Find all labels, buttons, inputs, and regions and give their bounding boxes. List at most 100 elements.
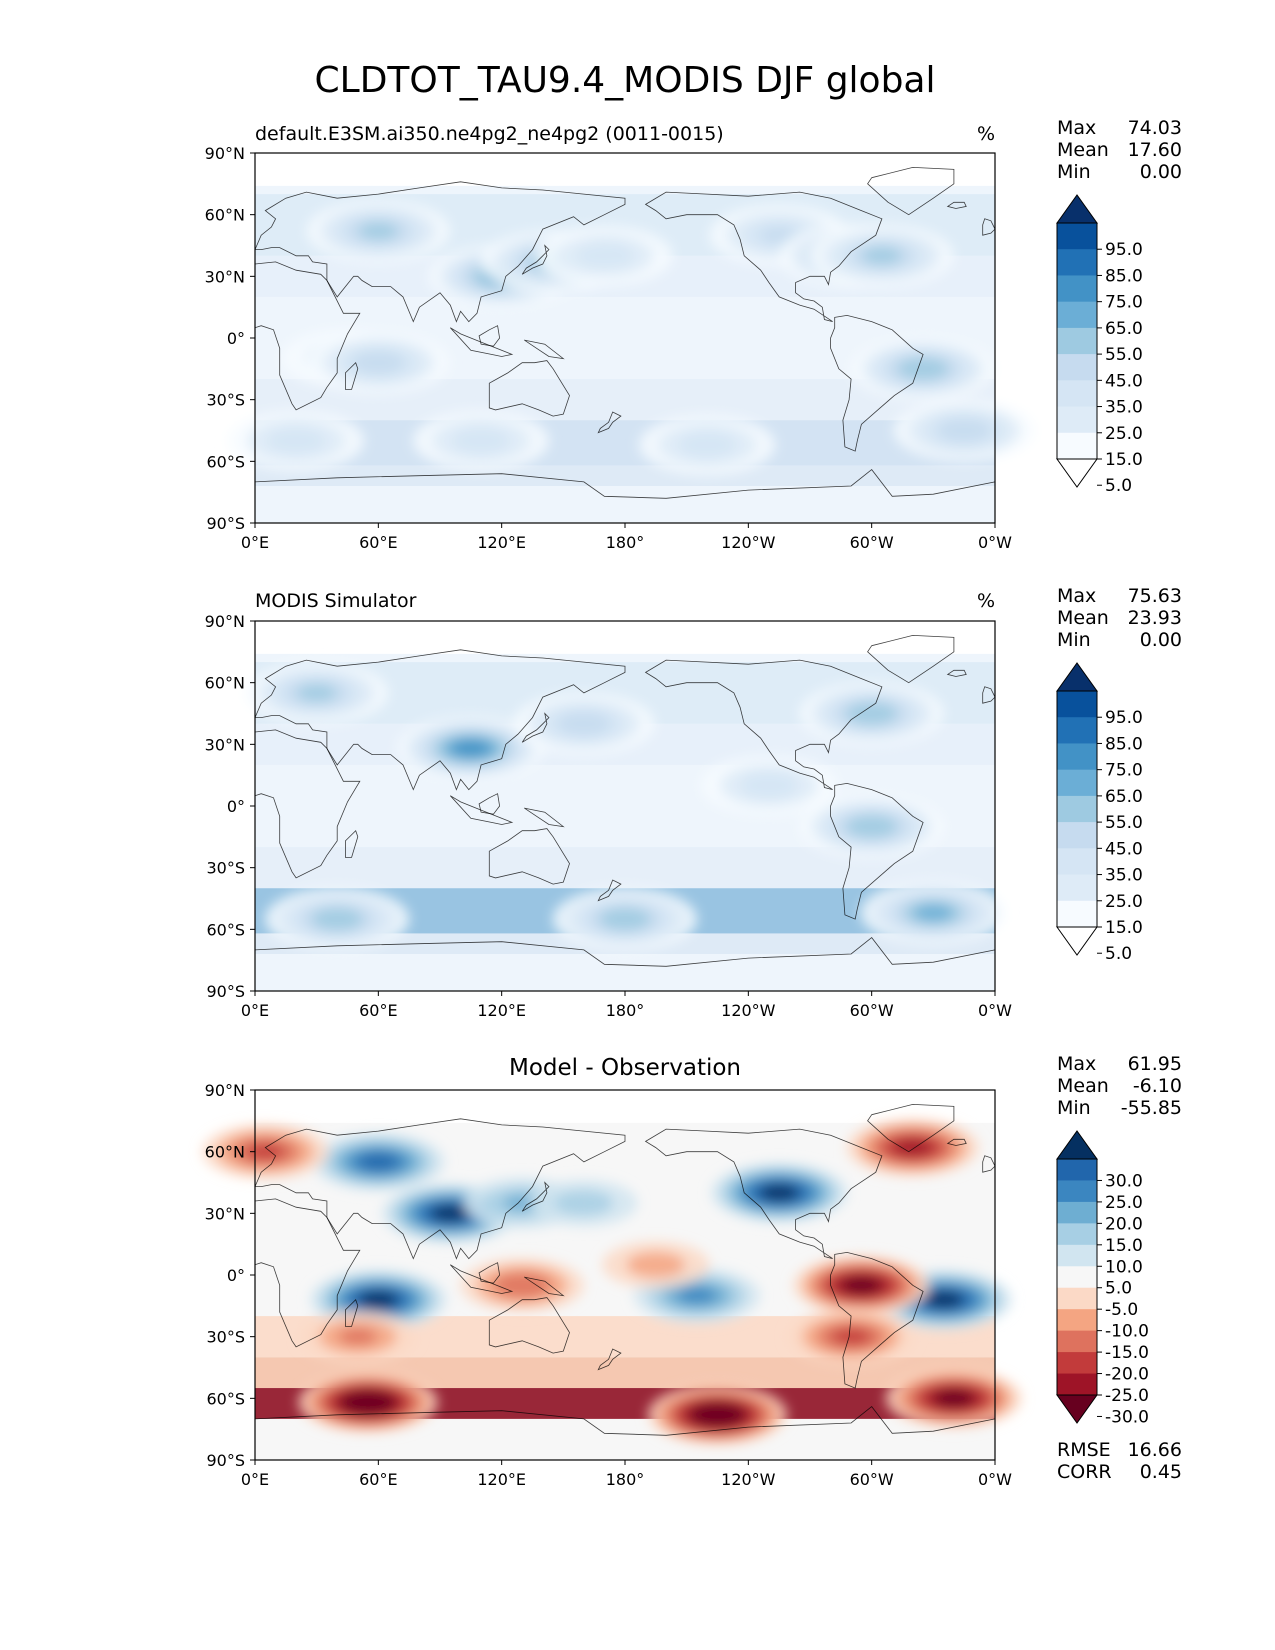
y-tick-label: 90°S xyxy=(206,1451,245,1470)
colorbar-segment xyxy=(1057,717,1097,744)
coastline-japan xyxy=(521,244,550,275)
colorbar-segment xyxy=(1057,406,1097,434)
contour-blob xyxy=(862,247,902,265)
coastline-uk xyxy=(982,686,996,704)
y-tick-label: 0° xyxy=(227,329,245,348)
x-tick-label: 60°W xyxy=(850,1001,894,1020)
stat-max-value: 61.95 xyxy=(1128,1053,1182,1075)
colorbar-label: 85.0 xyxy=(1105,266,1143,286)
colorbar-frame xyxy=(1056,690,1098,928)
colorbar-label: -30.0 xyxy=(1105,1407,1149,1427)
coastline-iceland xyxy=(946,669,967,677)
contour-blob xyxy=(557,712,611,736)
contour-blob xyxy=(846,702,898,725)
y-tick-label: 30°S xyxy=(206,391,245,410)
x-tick-label: 120°W xyxy=(721,533,776,552)
contour-blob xyxy=(358,222,398,240)
colorbar-label: 15.0 xyxy=(1105,1236,1143,1256)
x-tick-label: 120°E xyxy=(477,533,526,552)
colorbar-label: 35.0 xyxy=(1105,398,1143,418)
colorbar-label: 25.0 xyxy=(1105,892,1143,912)
contour-blob xyxy=(297,684,337,702)
colorbar-frame xyxy=(1056,1158,1098,1396)
colorbar-segment xyxy=(1057,1159,1097,1181)
contour-blob xyxy=(266,428,326,454)
coastline-south-america xyxy=(830,314,924,452)
stat-min-value: 0.00 xyxy=(1140,161,1182,183)
stat-min-value: 0.00 xyxy=(1140,629,1182,651)
colorbar-segment xyxy=(1057,1373,1097,1396)
colorbar-label: 5.0 xyxy=(1105,1279,1132,1299)
contour-blob xyxy=(677,432,737,458)
coastline-borneo xyxy=(478,793,501,815)
colorbar-label: -10.0 xyxy=(1105,1322,1149,1342)
contour-blob xyxy=(913,904,953,922)
coastline-uk xyxy=(982,1155,996,1173)
coastline-eurasia xyxy=(254,1118,626,1260)
coastline-indonesia xyxy=(450,327,514,357)
coastline-north-america xyxy=(644,191,883,322)
panel-difference-colorbar: 30.025.020.015.010.05.0-5.0-10.0-15.0-20… xyxy=(1056,1130,1149,1427)
colorbar-segment xyxy=(1057,691,1097,718)
panel-test-title-left: default.E3SM.ai350.ne4pg2_ne4pg2 (0011-0… xyxy=(255,123,724,145)
colorbar-extend-bottom xyxy=(1056,926,1098,956)
colorbar-frame xyxy=(1056,222,1098,460)
contour-features xyxy=(245,661,1007,951)
panel-test-stats: Max 74.03 Mean 17.60 Min 0.00 xyxy=(1057,117,1182,183)
colorbar-segment xyxy=(1057,795,1097,823)
coastline-new-guinea xyxy=(524,807,565,828)
contour-blob xyxy=(677,1287,717,1305)
panel-reference-title-left: MODIS Simulator xyxy=(255,590,417,612)
colorbar-segment xyxy=(1057,822,1097,849)
contour-blob xyxy=(893,1139,933,1157)
colorbar-segment xyxy=(1057,249,1097,276)
coastline-south-america xyxy=(830,1251,924,1389)
y-tick-label: 30°S xyxy=(206,859,245,878)
metric-corr-label: CORR xyxy=(1057,1461,1112,1483)
colorbar-label: 55.0 xyxy=(1105,345,1143,365)
y-tick-label: 30°N xyxy=(205,1204,245,1223)
coastline-new-zealand xyxy=(597,1348,622,1371)
x-tick-label: 120°E xyxy=(477,1001,526,1020)
colorbar-label: -20.0 xyxy=(1105,1365,1149,1385)
coastline-new-guinea xyxy=(524,1276,565,1297)
panel-reference-map: 0°E 60°E 120°E 180° 120°W 60°W 0°W 90°N 60°N 30°N… xyxy=(205,612,1013,1020)
colorbar-label: 5.0 xyxy=(1105,944,1132,964)
contour-blob xyxy=(358,1291,398,1309)
colorbar-segment xyxy=(1057,1201,1097,1224)
coastline-iceland xyxy=(946,1138,967,1146)
coastline-eurasia xyxy=(254,181,626,323)
contour-blob xyxy=(924,1291,964,1309)
panel-difference-metrics: RMSE 16.66 CORR 0.45 xyxy=(1057,1439,1182,1483)
colorbar-segment xyxy=(1057,380,1097,408)
x-tick-label: 120°W xyxy=(721,1470,776,1489)
y-tick-label: 90°N xyxy=(205,1081,245,1100)
coastline-australia xyxy=(488,828,570,885)
colorbar-segment xyxy=(1057,874,1097,902)
colorbar-segment xyxy=(1057,1287,1097,1310)
coastline-borneo xyxy=(478,325,501,347)
colorbar-segment xyxy=(1057,900,1097,928)
x-tick-label: 0°E xyxy=(241,533,269,552)
x-tick-label: 60°E xyxy=(359,1470,397,1489)
x-tick-label: 120°E xyxy=(477,1470,526,1489)
contour-blob xyxy=(358,1153,398,1171)
contour-blob xyxy=(831,1328,871,1346)
colorbar-label: 75.0 xyxy=(1105,293,1143,313)
y-tick-label: 30°N xyxy=(205,267,245,286)
panel-difference: Model - Observation Max 61.95 Mean -6.10… xyxy=(201,1053,1182,1489)
contour-blob xyxy=(599,908,651,931)
colorbar-segment xyxy=(1057,327,1097,355)
contour-blob xyxy=(934,1389,974,1407)
colorbar-segment xyxy=(1057,1180,1097,1203)
coastline-madagascar xyxy=(345,361,359,390)
panel-reference-stats: Max 75.63 Mean 23.93 Min 0.00 xyxy=(1057,585,1182,651)
stat-mean-label: Mean xyxy=(1057,1075,1109,1097)
colorbar-extend-bottom xyxy=(1056,1394,1098,1424)
zonal-band xyxy=(255,420,995,466)
contour-blob xyxy=(626,1251,686,1278)
colorbar-segment xyxy=(1057,743,1097,771)
coastlines xyxy=(254,1103,996,1461)
colorbar-segment xyxy=(1057,1309,1097,1332)
